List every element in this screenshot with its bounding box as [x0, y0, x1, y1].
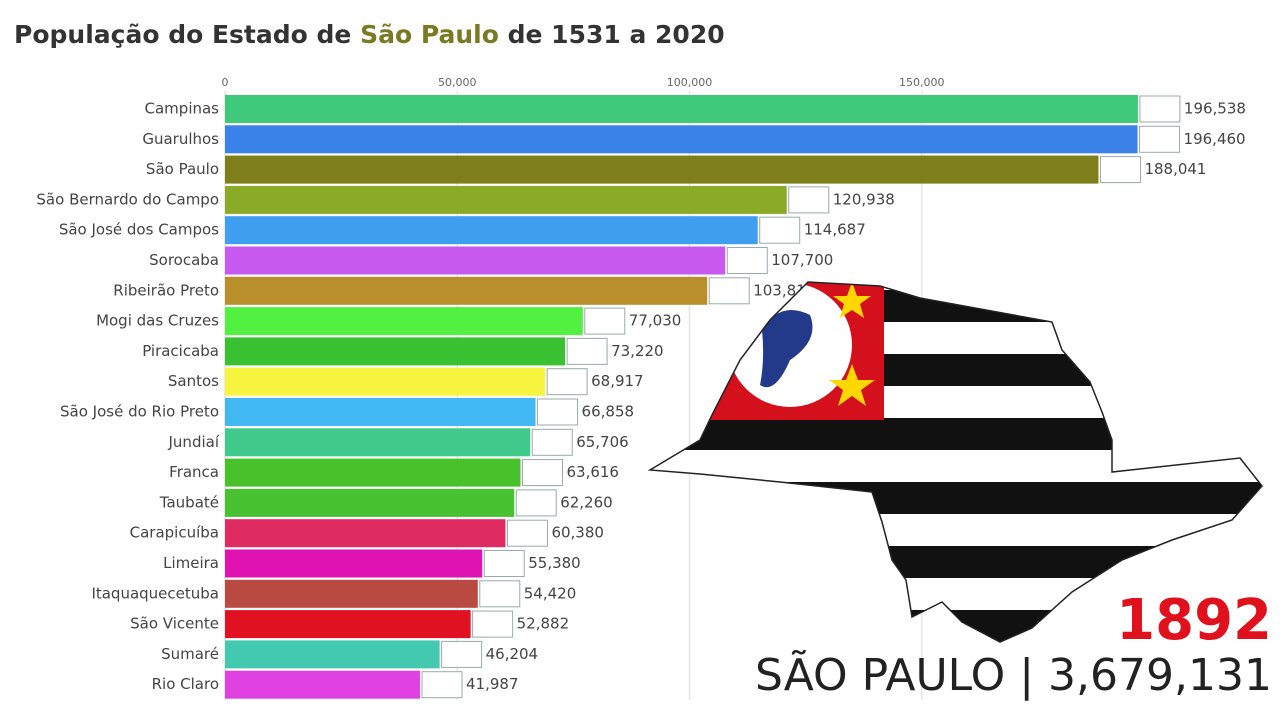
- bar: [225, 610, 471, 639]
- value-label: 188,041: [1144, 160, 1206, 178]
- flag: [584, 307, 626, 335]
- y-tick-label: São Paulo: [146, 160, 219, 178]
- bar: [225, 216, 758, 245]
- bar: [225, 276, 708, 305]
- title-segment: de 1531 a 2020: [499, 20, 725, 49]
- value-label: 66,858: [582, 403, 635, 421]
- flag: [521, 459, 563, 487]
- value-label: 41,987: [466, 675, 519, 693]
- flag: [1139, 95, 1181, 123]
- y-tick-label: Taubaté: [159, 493, 219, 511]
- flag: [531, 428, 573, 456]
- y-tick-label: Ribeirão Preto: [113, 281, 219, 299]
- bar: [225, 549, 483, 578]
- flag: [546, 368, 588, 396]
- value-label: 52,882: [517, 615, 570, 633]
- bar: [225, 428, 531, 457]
- bar: [225, 307, 583, 336]
- value-label: 54,420: [524, 584, 577, 602]
- flag: [506, 519, 548, 547]
- x-tick-label: 50,000: [438, 76, 477, 89]
- flag: [479, 580, 521, 608]
- year: 1892: [1116, 588, 1272, 653]
- y-tick-label: Piracicaba: [142, 342, 219, 360]
- flag: [759, 216, 801, 244]
- value-label: 107,700: [771, 251, 833, 269]
- value-label: 68,917: [591, 372, 644, 390]
- flag: [515, 489, 557, 517]
- flag: [441, 640, 483, 668]
- bar: [225, 670, 421, 699]
- value-label: 120,938: [833, 190, 895, 208]
- bar: [225, 640, 440, 669]
- y-tick-label: Guarulhos: [142, 130, 219, 148]
- y-tick-label: Limeira: [163, 554, 219, 572]
- y-tick-label: Campinas: [145, 100, 220, 118]
- value-label: 46,204: [486, 645, 538, 663]
- y-tick-label: Itaquaquecetuba: [91, 584, 219, 602]
- bar: [225, 337, 566, 366]
- flag: [483, 550, 525, 577]
- flag: [708, 277, 750, 305]
- y-tick-label: São Vicente: [130, 615, 219, 633]
- value-label: 196,538: [1184, 100, 1246, 118]
- total-annotation: SÃO PAULO | 3,679,131: [755, 649, 1272, 701]
- flag: [1099, 156, 1141, 184]
- title-segment: São Paulo: [360, 20, 499, 49]
- bar: [225, 519, 506, 548]
- y-tick-label: Sorocaba: [149, 251, 219, 269]
- flag: [421, 671, 463, 699]
- plot: 0 50,000 100,000 150,000 Campinas 196,538 Guar…: [36, 76, 1246, 700]
- y-tick-label: São José dos Campos: [59, 221, 219, 239]
- bar: [225, 246, 726, 275]
- flag: [788, 186, 830, 214]
- y-tick-label: Jundiaí: [168, 433, 220, 451]
- value-label: 196,460: [1184, 130, 1246, 148]
- value-label: 60,380: [551, 524, 604, 542]
- flag: [1139, 125, 1181, 153]
- title-segment: População do Estado de: [14, 20, 360, 49]
- y-tick-label: Rio Claro: [152, 675, 219, 693]
- y-tick-label: São Bernardo do Campo: [36, 190, 219, 208]
- value-label: 114,687: [804, 221, 866, 239]
- y-tick-label: São José do Rio Preto: [60, 403, 219, 421]
- value-label: 73,220: [611, 342, 664, 360]
- flag: [566, 337, 608, 365]
- bar: [225, 579, 478, 608]
- x-tick-label: 100,000: [667, 76, 713, 89]
- flag: [537, 398, 579, 426]
- y-tick-label: Sumaré: [161, 645, 219, 663]
- value-label: 62,260: [560, 493, 613, 511]
- value-label: 63,616: [566, 463, 619, 481]
- x-tick-label: 150,000: [899, 76, 945, 89]
- value-label: 65,706: [576, 433, 629, 451]
- bar: [225, 155, 1099, 184]
- value-label: 55,380: [528, 554, 581, 572]
- bar: [225, 125, 1138, 154]
- y-tick-label: Franca: [169, 463, 219, 481]
- y-tick-label: Mogi das Cruzes: [96, 312, 219, 330]
- bar: [225, 185, 787, 214]
- flag: [472, 610, 514, 638]
- bar: [225, 398, 536, 426]
- bar: [225, 367, 546, 396]
- bar: [225, 95, 1138, 123]
- flag: [726, 247, 768, 274]
- chart-title: População do Estado de São Paulo de 1531…: [14, 20, 725, 49]
- y-tick-label: Santos: [168, 372, 219, 390]
- y-tick-label: Carapicuíba: [130, 524, 219, 542]
- x-tick-label: 0: [222, 76, 229, 89]
- map-outline: [647, 281, 1263, 643]
- bar: [225, 488, 515, 517]
- value-label: 77,030: [629, 312, 682, 330]
- bar: [225, 458, 521, 487]
